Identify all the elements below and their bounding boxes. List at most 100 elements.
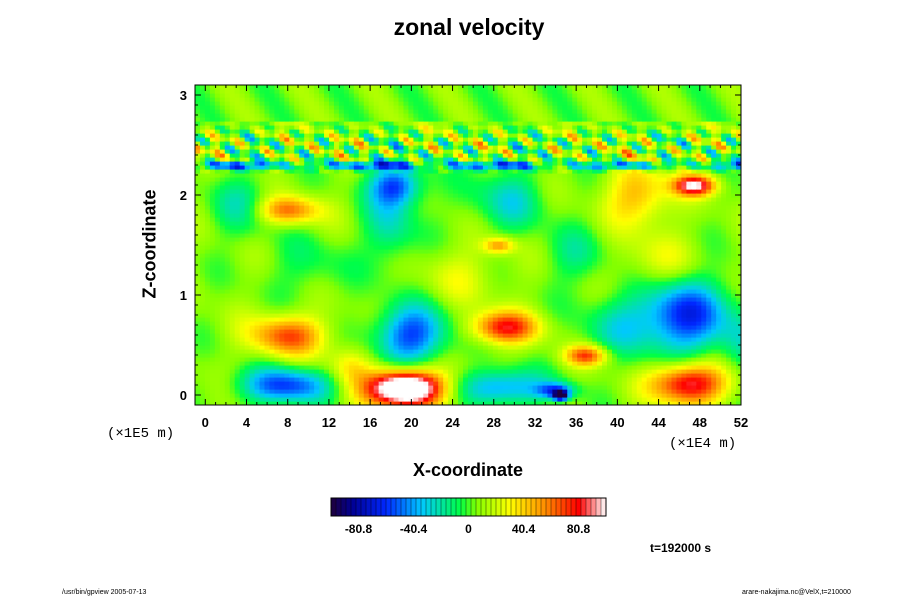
heatmap-cell xyxy=(249,205,256,210)
heatmap-cell xyxy=(383,345,390,350)
heatmap-cell xyxy=(299,265,305,270)
heatmap-cell xyxy=(463,169,469,174)
heatmap-cell xyxy=(487,201,494,206)
heatmap-cell xyxy=(204,345,211,350)
heatmap-cell xyxy=(398,133,405,138)
heatmap-cell xyxy=(393,101,400,106)
heatmap-cell xyxy=(234,241,241,246)
heatmap-cell xyxy=(309,85,315,90)
heatmap-cell xyxy=(254,345,261,350)
heatmap-cell xyxy=(497,121,504,126)
heatmap-cell xyxy=(338,293,345,298)
heatmap-cell xyxy=(418,113,424,118)
heatmap-cell xyxy=(418,281,424,286)
heatmap-cell xyxy=(224,297,231,302)
heatmap-cell xyxy=(329,345,335,350)
heatmap-cell xyxy=(363,385,370,390)
heatmap-cell xyxy=(264,89,271,94)
heatmap-cell xyxy=(388,113,395,118)
heatmap-cell xyxy=(214,357,221,362)
heatmap-cell xyxy=(423,165,429,170)
heatmap-cell xyxy=(289,373,295,378)
heatmap-cell xyxy=(324,101,330,106)
heatmap-cell xyxy=(453,297,459,302)
heatmap-cell xyxy=(199,265,206,270)
heatmap-cell xyxy=(304,141,310,146)
heatmap-cell xyxy=(199,317,206,322)
heatmap-cell xyxy=(448,393,454,398)
heatmap-cell xyxy=(219,245,226,250)
heatmap-cell xyxy=(423,401,429,405)
heatmap-cell xyxy=(264,97,271,102)
heatmap-cell xyxy=(239,401,246,405)
heatmap-cell xyxy=(249,313,256,318)
heatmap-cell xyxy=(279,189,285,194)
heatmap-cell xyxy=(368,269,375,274)
heatmap-cell xyxy=(333,105,340,110)
heatmap-cell xyxy=(373,329,380,334)
heatmap-cell xyxy=(239,209,246,214)
heatmap-cell xyxy=(358,333,365,338)
heatmap-cell xyxy=(269,285,276,290)
heatmap-cell xyxy=(408,225,414,230)
heatmap-cell xyxy=(393,309,400,314)
heatmap-cell xyxy=(239,213,246,218)
heatmap-cell xyxy=(229,349,236,354)
heatmap-cell xyxy=(304,305,310,310)
heatmap-cell xyxy=(219,209,226,214)
heatmap-cell xyxy=(408,145,414,150)
heatmap-cell xyxy=(358,185,365,190)
heatmap-cell xyxy=(448,233,454,238)
heatmap-cell xyxy=(497,305,504,310)
heatmap-cell xyxy=(294,85,300,90)
heatmap-cell xyxy=(418,229,424,234)
heatmap-cell xyxy=(383,113,390,118)
heatmap-cell xyxy=(482,325,489,330)
heatmap-cell xyxy=(348,361,355,366)
heatmap-cell xyxy=(229,305,236,310)
heatmap-cell xyxy=(195,269,201,274)
heatmap-cell xyxy=(264,101,271,106)
chart-title: zonal velocity xyxy=(393,14,545,40)
heatmap-cell xyxy=(259,321,266,326)
heatmap-cell xyxy=(229,365,236,370)
heatmap-cell xyxy=(487,177,494,182)
heatmap-cell xyxy=(259,385,266,390)
heatmap-cell xyxy=(458,217,464,222)
heatmap-cell xyxy=(492,245,499,250)
heatmap-cell xyxy=(363,245,370,250)
heatmap-cell xyxy=(463,197,469,202)
heatmap-cell xyxy=(333,329,340,334)
heatmap-cell xyxy=(204,341,211,346)
heatmap-cell xyxy=(413,189,419,194)
heatmap-cell xyxy=(423,269,429,274)
heatmap-cell xyxy=(324,161,330,166)
heatmap-cell xyxy=(279,149,285,154)
heatmap-cell xyxy=(358,113,365,118)
heatmap-cell xyxy=(309,337,315,342)
heatmap-cell xyxy=(309,153,315,158)
heatmap-cell xyxy=(353,317,360,322)
heatmap-cell xyxy=(497,329,504,334)
heatmap-cell xyxy=(214,149,221,154)
heatmap-cell xyxy=(338,253,345,258)
heatmap-cell xyxy=(204,157,211,162)
heatmap-cell xyxy=(279,253,285,258)
heatmap-cell xyxy=(314,89,320,94)
heatmap-cell xyxy=(299,177,305,182)
heatmap-cell xyxy=(209,153,216,158)
heatmap-cell xyxy=(284,137,290,142)
heatmap-cell xyxy=(229,157,236,162)
heatmap-cell xyxy=(453,145,459,150)
heatmap-cell xyxy=(289,321,295,326)
heatmap-cell xyxy=(249,349,256,354)
heatmap-cell xyxy=(348,121,355,126)
heatmap-cell xyxy=(358,105,365,110)
heatmap-cell xyxy=(468,293,474,298)
heatmap-cell xyxy=(378,345,385,350)
heatmap-cell xyxy=(487,109,494,114)
heatmap-cell xyxy=(418,189,424,194)
heatmap-cell xyxy=(482,169,489,174)
heatmap-cell xyxy=(353,173,360,178)
heatmap-cell xyxy=(497,177,504,182)
